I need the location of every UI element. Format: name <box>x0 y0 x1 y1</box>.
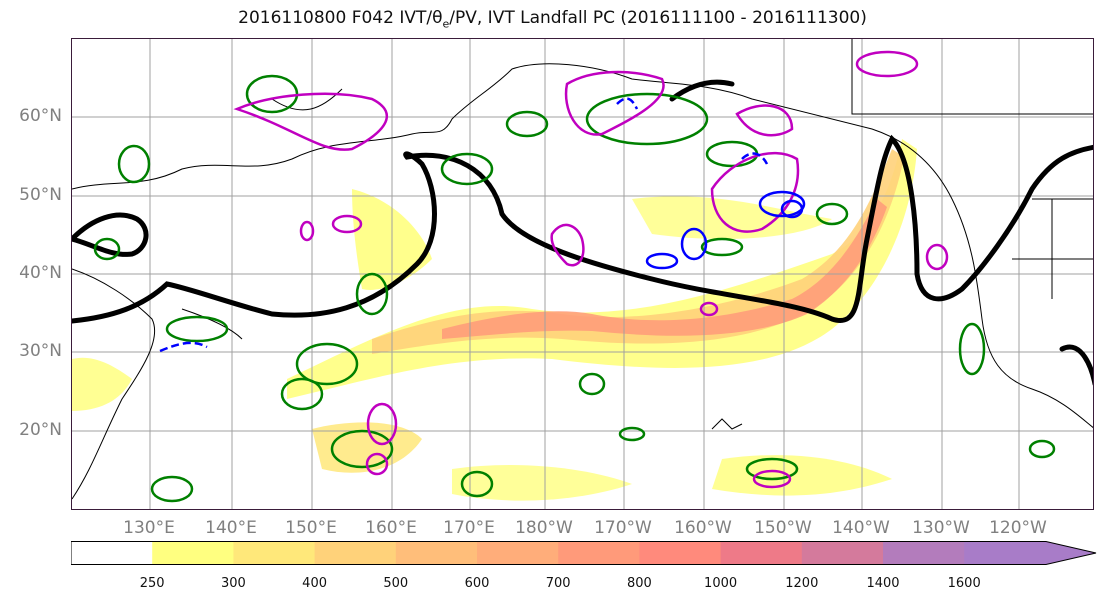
pv-negative-contours <box>159 97 806 353</box>
colorbar-tick-label: 1600 <box>947 576 981 591</box>
map-title: 2016110800 F042 IVT/θe/PV, IVT Landfall … <box>238 8 867 31</box>
colorbar-cell <box>720 541 803 565</box>
map-canvas <box>72 39 1093 509</box>
ivt-colorbar <box>71 541 1097 565</box>
colorbar-tick-label: 300 <box>220 576 246 591</box>
lon-label-130w: 130°W <box>912 518 970 538</box>
lat-label-20: 20°N <box>19 420 62 440</box>
lon-label-120w: 120°W <box>989 518 1047 538</box>
colorbar-cells <box>71 541 1096 565</box>
lon-label-170w: 170°W <box>594 518 652 538</box>
colorbar-cell <box>152 541 234 565</box>
graticule <box>72 39 1093 509</box>
colorbar-tick-label: 1200 <box>785 576 819 591</box>
coastlines <box>72 39 1093 500</box>
colorbar-cell <box>71 541 153 565</box>
colorbar-tick-label: 250 <box>139 576 165 591</box>
lon-label-150w: 150°W <box>754 518 812 538</box>
colorbar-cell <box>314 541 397 565</box>
lon-label-180w: 180°W <box>515 518 573 538</box>
theta-e-contours <box>93 74 1056 503</box>
map-panel <box>71 38 1094 510</box>
pv-positive-contours <box>233 50 949 489</box>
lon-label-140e: 140°E <box>205 518 257 538</box>
lon-label-160e: 160°E <box>365 518 417 538</box>
colorbar-tick-label: 600 <box>464 576 490 591</box>
lon-label-150e: 150°E <box>285 518 337 538</box>
colorbar-tick-label: 400 <box>302 576 327 591</box>
colorbar-tick-label: 700 <box>545 576 571 591</box>
lat-label-50: 50°N <box>19 185 62 205</box>
colorbar-tick-label: 1000 <box>704 576 738 591</box>
lat-label-40: 40°N <box>19 263 62 283</box>
lon-label-170e: 170°E <box>443 518 495 538</box>
pc-contour <box>72 79 1093 386</box>
lat-label-30: 30°N <box>19 341 62 361</box>
colorbar-tick-label: 1400 <box>866 576 900 591</box>
lon-label-160w: 160°W <box>674 518 732 538</box>
colorbar-extend-arrow <box>964 541 1096 565</box>
lat-label-60: 60°N <box>19 106 62 126</box>
colorbar-cell <box>639 541 722 565</box>
lon-label-130e: 130°E <box>123 518 175 538</box>
colorbar-cell <box>558 541 640 565</box>
colorbar-cell <box>883 541 965 565</box>
colorbar-cell <box>477 541 559 565</box>
colorbar-cell <box>801 541 884 565</box>
colorbar-cell <box>395 541 478 565</box>
colorbar-cell <box>233 541 316 565</box>
colorbar-outline <box>71 541 1097 565</box>
colorbar-tick-label: 500 <box>383 576 409 591</box>
lon-label-140w: 140°W <box>832 518 890 538</box>
colorbar-tick-label: 800 <box>626 576 652 591</box>
